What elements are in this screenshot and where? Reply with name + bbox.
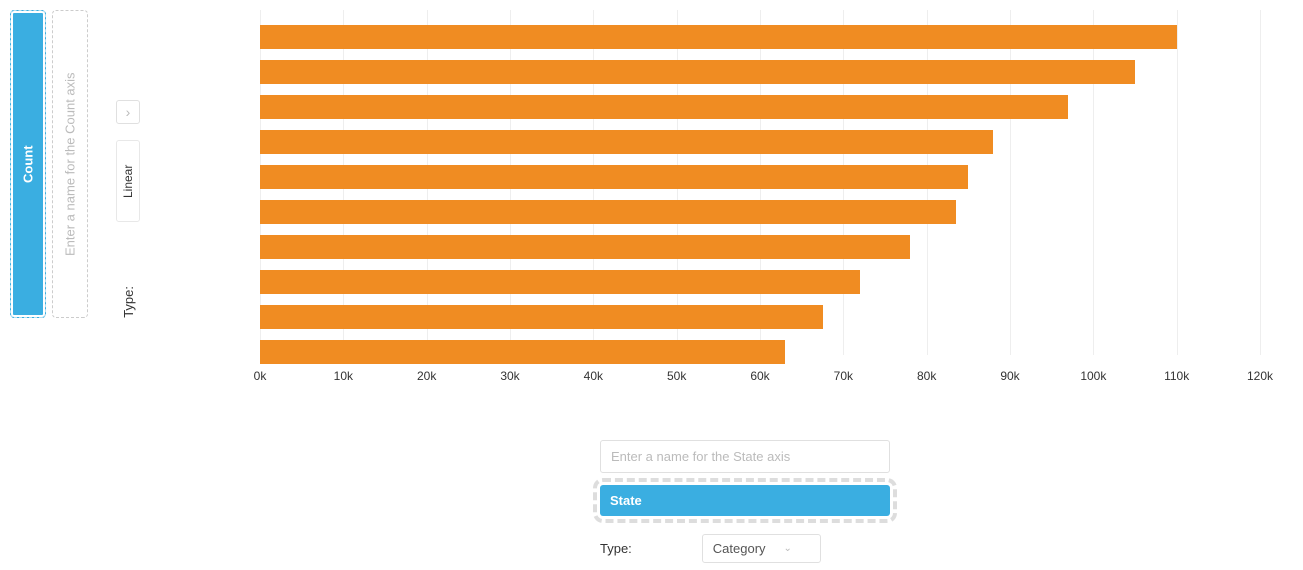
bar-row (260, 235, 1260, 259)
x-tick-label: 0k (254, 369, 267, 383)
x-tick-label: 40k (584, 369, 603, 383)
x-axis-field-pill[interactable]: State (600, 485, 890, 516)
bar[interactable] (260, 270, 860, 294)
bar[interactable] (260, 95, 1068, 119)
bar[interactable] (260, 60, 1135, 84)
y-axis-controls: Count Enter a name for the Count axis (10, 10, 88, 318)
grid-line (1260, 10, 1261, 355)
bar-row (260, 60, 1260, 84)
x-tick-label: 30k (500, 369, 519, 383)
x-tick-label: 50k (667, 369, 686, 383)
x-axis-type-value: Category (713, 541, 766, 556)
y-axis-type-controls: › Linear Type: (110, 10, 146, 318)
bar-row (260, 95, 1260, 119)
bar-row (260, 270, 1260, 294)
chart-builder: Count Enter a name for the Count axis › … (0, 0, 1303, 570)
chart-area: 0k 10k 20k 30k 40k 50k 60k 70k 80k 90k 100k 110k 120… (160, 10, 1270, 380)
y-axis-scale-select[interactable]: Linear (116, 140, 140, 222)
y-axis-name-input[interactable]: Enter a name for the Count axis (52, 10, 88, 318)
bar-row (260, 130, 1260, 154)
bar[interactable] (260, 340, 785, 364)
bar-row (260, 165, 1260, 189)
bar-row (260, 25, 1260, 49)
chart-plot: 0k10k20k30k40k50k60k70k80k90k100k110k120… (260, 10, 1260, 365)
chevron-right-icon[interactable]: › (116, 100, 140, 124)
x-tick-label: 80k (917, 369, 936, 383)
x-axis-name-input[interactable] (600, 440, 890, 473)
x-tick-label: 20k (417, 369, 436, 383)
x-axis-type-label: Type: (600, 541, 632, 556)
bar-row (260, 200, 1260, 224)
x-tick-label: 70k (834, 369, 853, 383)
bar[interactable] (260, 305, 823, 329)
bar-row (260, 305, 1260, 329)
x-tick-label: 10k (334, 369, 353, 383)
bar[interactable] (260, 235, 910, 259)
bar[interactable] (260, 165, 968, 189)
x-axis-type-select[interactable]: Category ⌄ (702, 534, 821, 563)
x-tick-label: 60k (750, 369, 769, 383)
y-axis-type-label: Type: (121, 286, 136, 318)
x-axis-controls: State Type: Category ⌄ (600, 440, 900, 563)
bar[interactable] (260, 200, 956, 224)
bar[interactable] (260, 130, 993, 154)
chevron-down-icon: ⌄ (784, 543, 792, 554)
bar-row (260, 340, 1260, 364)
y-axis-field-pill[interactable]: Count (10, 10, 46, 318)
x-axis-type-row: Type: Category ⌄ (600, 534, 900, 563)
bar[interactable] (260, 25, 1177, 49)
x-tick-label: 90k (1000, 369, 1019, 383)
x-tick-label: 110k (1164, 369, 1189, 383)
x-tick-label: 120k (1247, 369, 1273, 383)
x-tick-label: 100k (1080, 369, 1106, 383)
